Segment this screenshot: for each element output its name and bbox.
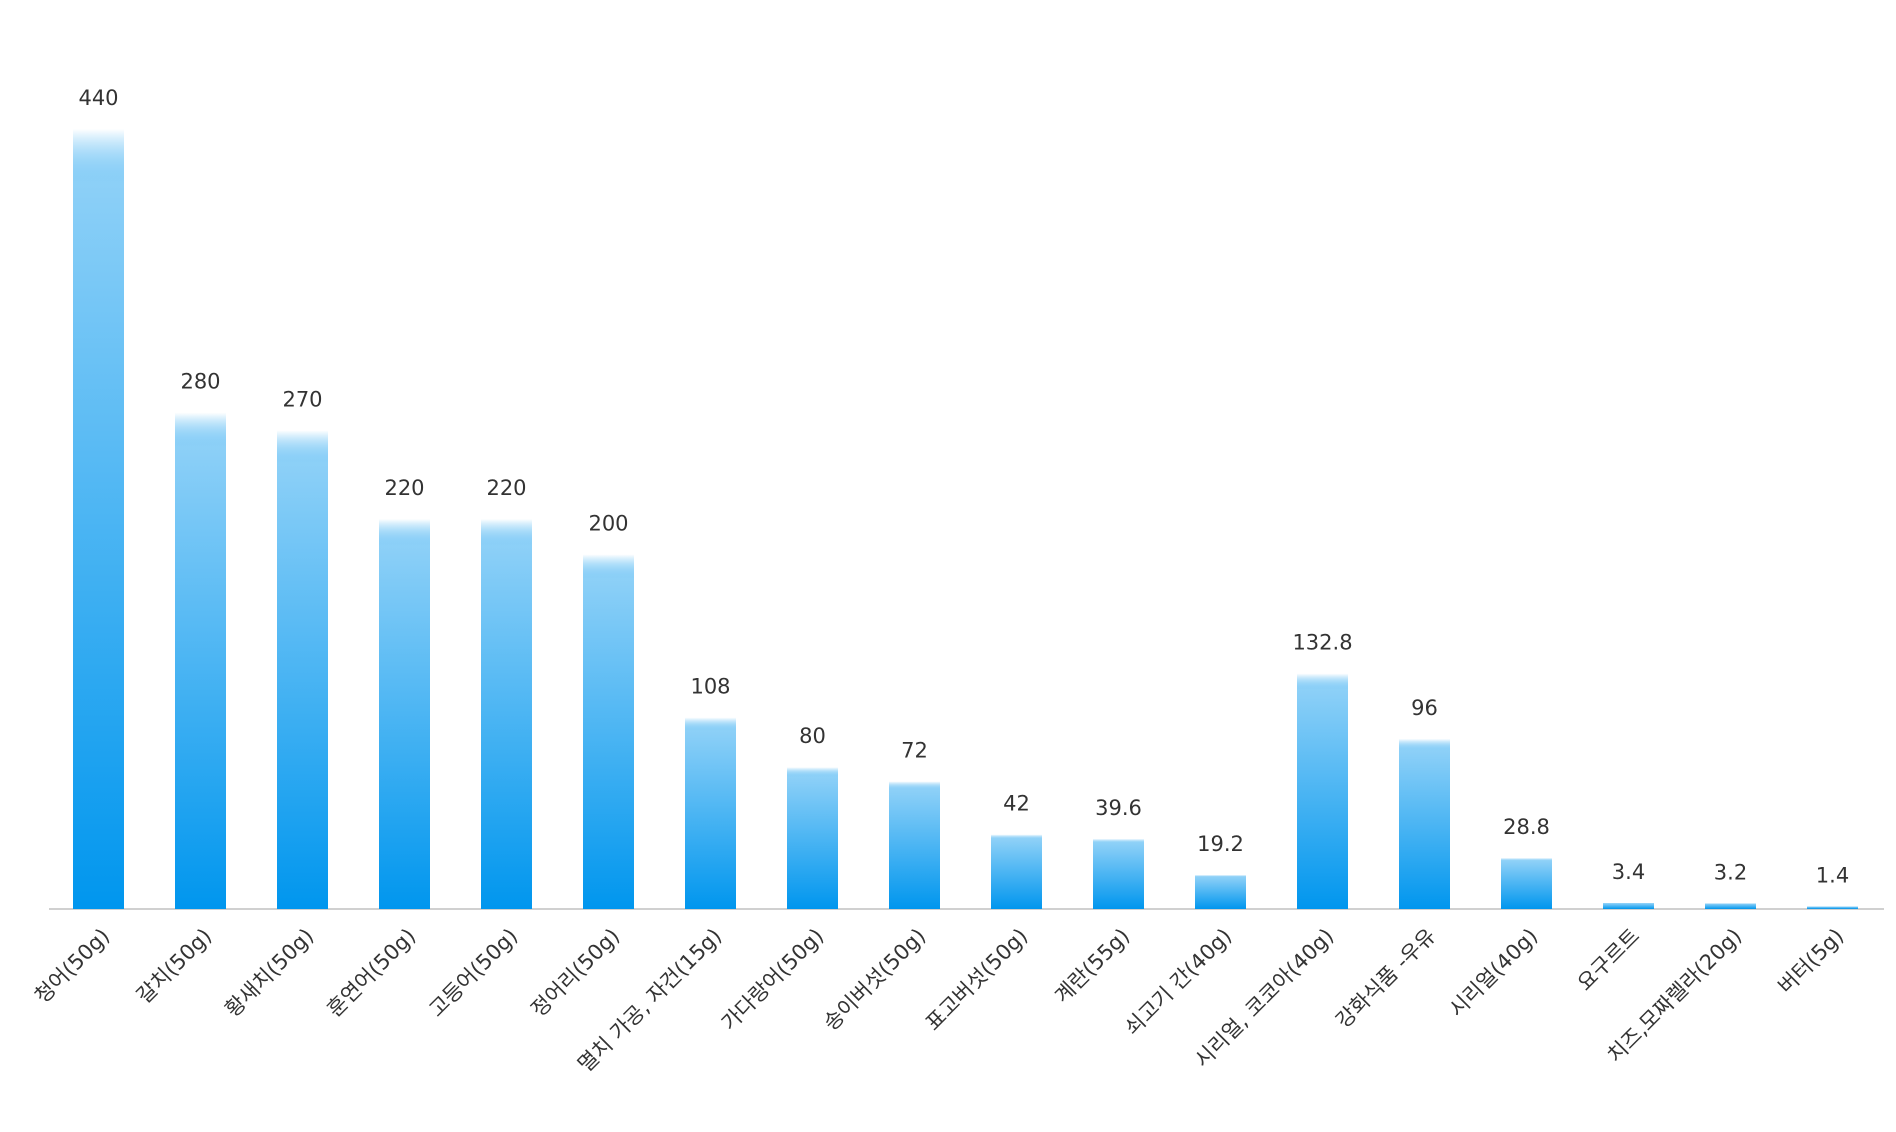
bar bbox=[73, 128, 124, 909]
data-label: 220 bbox=[384, 476, 424, 500]
bar bbox=[481, 518, 532, 909]
bar bbox=[1093, 838, 1144, 909]
bar bbox=[685, 717, 736, 909]
x-tick-label: 황새치(50g) bbox=[220, 924, 318, 1022]
x-tick-label: 송이버섯(50g) bbox=[819, 924, 931, 1036]
data-label: 440 bbox=[78, 86, 118, 110]
bar bbox=[991, 834, 1042, 909]
x-tick-label: 가다랑어(50g) bbox=[717, 924, 829, 1036]
bar bbox=[1501, 857, 1552, 909]
data-label: 28.8 bbox=[1503, 815, 1550, 839]
data-label: 1.4 bbox=[1816, 864, 1849, 888]
bar bbox=[277, 430, 328, 909]
x-tick-label: 고등어(50g) bbox=[424, 924, 522, 1022]
x-tick-label: 요구르트 bbox=[1573, 924, 1645, 996]
x-tick-label: 정어리(50g) bbox=[526, 924, 624, 1022]
data-label: 39.6 bbox=[1095, 796, 1142, 820]
bar bbox=[1399, 738, 1450, 909]
bar bbox=[1297, 673, 1348, 909]
data-label: 3.2 bbox=[1714, 860, 1747, 884]
data-label: 3.4 bbox=[1612, 860, 1645, 884]
x-tick-label: 청어(50g) bbox=[30, 924, 114, 1008]
bar bbox=[1195, 874, 1246, 909]
x-tick-label: 버터(5g) bbox=[1774, 924, 1849, 999]
data-label: 108 bbox=[690, 675, 730, 699]
bar bbox=[1705, 903, 1756, 909]
data-label: 270 bbox=[282, 387, 322, 411]
x-tick-label: 계란(55g) bbox=[1050, 924, 1134, 1008]
x-tick-label: 시리얼(40g) bbox=[1444, 924, 1542, 1022]
x-tick-label: 훈연어(50g) bbox=[322, 924, 420, 1022]
data-label: 200 bbox=[588, 511, 628, 535]
bar bbox=[583, 554, 634, 909]
x-tick-label: 표고버섯(50g) bbox=[921, 924, 1033, 1036]
x-tick-label: 갈치(50g) bbox=[132, 924, 216, 1008]
bar bbox=[1807, 906, 1858, 909]
data-label: 19.2 bbox=[1197, 832, 1244, 856]
data-label: 132.8 bbox=[1292, 631, 1352, 655]
bar bbox=[889, 781, 940, 909]
data-label: 80 bbox=[799, 724, 826, 748]
bar bbox=[379, 518, 430, 909]
data-label: 280 bbox=[180, 370, 220, 394]
x-tick-label: 강화식품 -우유 bbox=[1331, 924, 1440, 1033]
data-label: 72 bbox=[901, 738, 928, 762]
data-label: 220 bbox=[486, 476, 526, 500]
bar bbox=[175, 412, 226, 909]
x-tick-label: 쇠고기 간(40g) bbox=[1120, 924, 1236, 1040]
bar bbox=[1603, 902, 1654, 909]
data-label: 42 bbox=[1003, 792, 1030, 816]
data-label: 96 bbox=[1411, 696, 1438, 720]
bar bbox=[787, 767, 838, 909]
